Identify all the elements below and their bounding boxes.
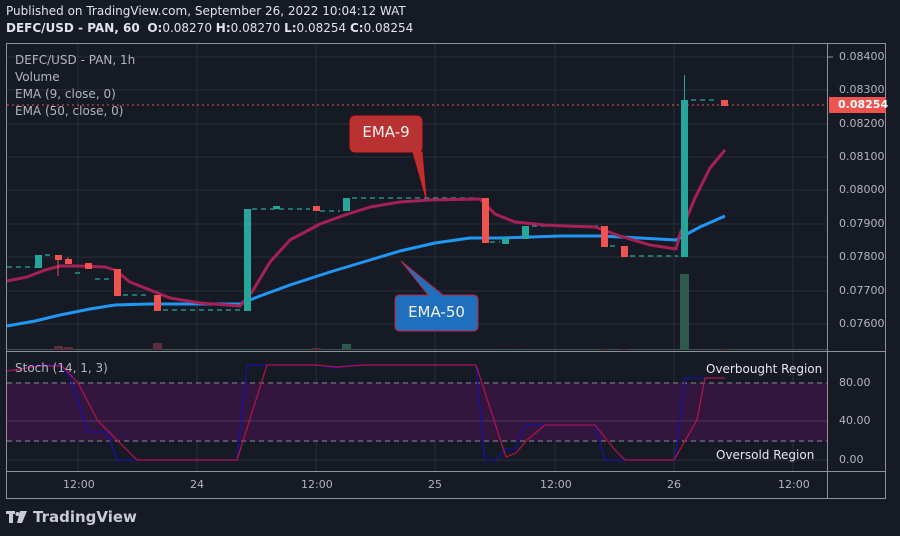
stoch-band [7, 383, 827, 441]
time-tick: 12:00 [778, 478, 810, 491]
low-label: L: [284, 21, 297, 35]
legend-stoch: Stoch (14, 1, 3) [15, 361, 108, 375]
time-tick: 12:00 [540, 478, 572, 491]
high-value: 0.08270 [230, 21, 281, 35]
last-price-badge: 0.08254 [829, 97, 888, 113]
dashed-levels [7, 99, 718, 311]
ema50-line [6, 214, 726, 328]
price-tick: 0.08400 [839, 50, 885, 63]
ema50-callout-label: EMA-50 [408, 303, 465, 321]
oversold-label: Oversold Region [716, 448, 815, 462]
open-value: 0.08270 [162, 21, 212, 35]
tradingview-wordmark: TradingView [33, 508, 137, 526]
overbought-label: Overbought Region [706, 362, 823, 376]
time-tick: 12:00 [301, 478, 333, 491]
ohlc-header: DEFC/USD - PAN, 60 O:0.08270 H:0.08270 L… [6, 21, 413, 35]
close-value: 0.08254 [363, 21, 414, 35]
tradingview-mark-icon [6, 511, 27, 523]
legend-symbol: DEFC/USD - PAN, 1h [15, 53, 136, 67]
stoch-tick: 40.00 [839, 414, 871, 427]
time-tick: 26 [667, 478, 681, 491]
legend-ema50: EMA (50, close, 0) [15, 104, 124, 118]
price-tick: 0.07600 [839, 317, 885, 330]
price-tick: 0.08200 [839, 117, 885, 130]
legend-ema9: EMA (9, close, 0) [15, 87, 116, 101]
open-label: O: [147, 21, 163, 35]
low-value: 0.08254 [296, 21, 347, 35]
price-tick: 0.07700 [839, 284, 885, 297]
stoch-d-line [6, 364, 725, 461]
symbol-label: DEFC/USD - PAN, 60 [6, 21, 140, 35]
ema50-callout [394, 260, 479, 332]
ema9-callout-label: EMA-9 [362, 123, 410, 141]
legend-volume: Volume [15, 70, 60, 84]
published-caption: Published on TradingView.com, September … [6, 4, 406, 18]
ema9-callout [349, 115, 427, 199]
stoch-tick: 80.00 [839, 376, 871, 389]
price-tick: 0.08100 [839, 150, 885, 163]
time-tick: 24 [190, 478, 204, 491]
price-tick: 0.07800 [839, 250, 885, 263]
high-label: H: [215, 21, 231, 35]
price-tick: 0.07900 [839, 217, 885, 230]
price-tick: 0.08000 [839, 183, 885, 196]
price-tick: 0.08300 [839, 83, 885, 96]
candles [35, 75, 728, 311]
close-label: C: [349, 21, 364, 35]
volume-bars [7, 274, 827, 350]
time-tick: 12:00 [63, 478, 95, 491]
tradingview-logo[interactable]: TradingView [6, 508, 137, 526]
ema9-line [6, 149, 727, 308]
stoch-tick: 0.00 [839, 453, 864, 466]
time-tick: 25 [428, 478, 442, 491]
